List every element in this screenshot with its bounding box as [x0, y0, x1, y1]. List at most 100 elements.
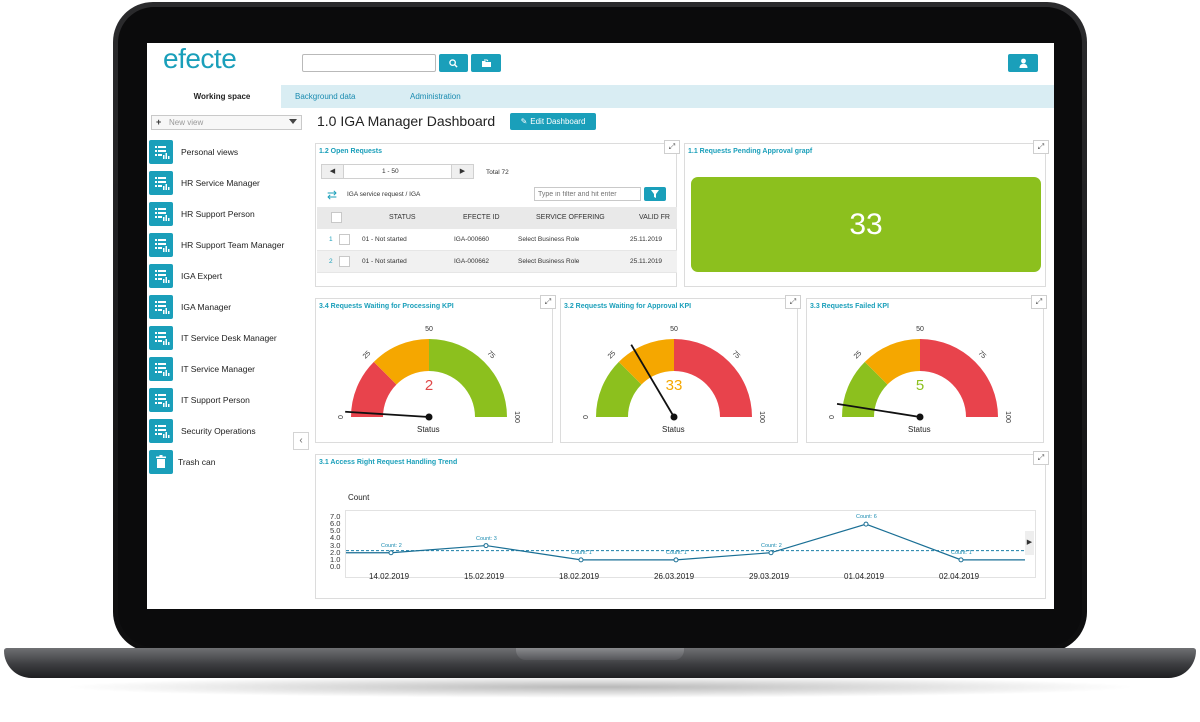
- sidebar-item-personal-views[interactable]: Personal views: [149, 140, 309, 164]
- maximize-icon[interactable]: ⤢: [1031, 295, 1047, 309]
- filter-button[interactable]: [644, 187, 666, 201]
- panel-title: 3.2 Requests Waiting for Approval KPI: [564, 303, 692, 310]
- maximize-icon[interactable]: ⤢: [664, 140, 680, 154]
- gauge-tick-label: 75: [486, 350, 497, 361]
- sidebar-item-hr-support-person[interactable]: HR Support Person: [149, 202, 309, 226]
- gauge-value: 2: [424, 377, 434, 394]
- laptop-notch: [516, 648, 684, 660]
- data-point[interactable]: [578, 557, 584, 563]
- gauge-band: [429, 339, 507, 417]
- tab-administration[interactable]: Administration: [410, 92, 461, 101]
- folder-icon: [481, 59, 491, 67]
- pending-approval-value: 33: [691, 177, 1041, 272]
- chart-scroll-right-button[interactable]: ▶: [1025, 531, 1034, 555]
- kpi-gauge-panel: 3.3 Requests Failed KPI ⤢ 0 25 50 75 100 5 Statu…: [806, 295, 1047, 443]
- sidebar-item-label: Personal views: [181, 147, 239, 157]
- y-tick-label: 0.0: [330, 562, 341, 571]
- chart-ylabel: Count: [348, 493, 370, 502]
- sidebar-item-label: IGA Manager: [181, 302, 232, 312]
- gauge-pivot: [670, 413, 678, 421]
- gauge-band: [674, 339, 752, 417]
- sidebar-item-hr-service-manager[interactable]: HR Service Manager: [149, 171, 309, 195]
- gauge-status-label: Status: [662, 425, 685, 434]
- sidebar-item-trash[interactable]: Trash can: [149, 450, 309, 474]
- data-label: Count: 2: [381, 542, 402, 549]
- gauge-tick-label: 75: [977, 350, 988, 361]
- collapse-sidebar-button[interactable]: ‹: [293, 432, 309, 450]
- cell-offering: Select Business Role: [518, 236, 580, 243]
- tab-working-space[interactable]: Working space: [163, 85, 281, 108]
- filter-input[interactable]: [534, 187, 641, 201]
- maximize-icon[interactable]: ⤢: [540, 295, 556, 309]
- x-tick-label: 01.04.2019: [844, 572, 885, 581]
- sidebar-item-label: Security Operations: [181, 426, 256, 436]
- column-header[interactable]: STATUS: [389, 214, 416, 221]
- data-point[interactable]: [958, 557, 964, 563]
- kpi-gauge-panel: 3.2 Requests Waiting for Approval KPI ⤢ 0 2…: [560, 295, 801, 443]
- data-point[interactable]: [388, 550, 394, 556]
- list-chart-icon: [149, 264, 173, 288]
- data-point[interactable]: [673, 557, 679, 563]
- data-label: Count: 3: [476, 535, 497, 542]
- cell-id: IGA-000662: [454, 258, 490, 265]
- maximize-icon[interactable]: ⤢: [1033, 451, 1049, 465]
- sidebar-item-iga-expert[interactable]: IGA Expert: [149, 264, 309, 288]
- row-checkbox[interactable]: [339, 234, 350, 245]
- cell-valid-from: 25.11.2019: [630, 236, 663, 243]
- user-button[interactable]: [1008, 54, 1038, 72]
- column-header[interactable]: EFECTE ID: [463, 214, 500, 221]
- search-button[interactable]: [439, 54, 468, 72]
- cell-id: IGA-000660: [454, 236, 490, 243]
- data-label: Count: 2: [761, 542, 782, 549]
- maximize-icon[interactable]: ⤢: [1033, 140, 1049, 154]
- data-point[interactable]: [863, 521, 869, 527]
- sidebar-item-hr-support-team-manager[interactable]: HR Support Team Manager: [149, 233, 309, 257]
- sidebar-item-it-service-manager[interactable]: IT Service Manager: [149, 357, 309, 381]
- trend-plot-area: 7.0 6.0 5.0 4.0 3.0 2.0 1.0 0.0 14.02.2019 15.02…: [330, 510, 1036, 581]
- swap-icon[interactable]: ⇄: [327, 188, 338, 202]
- quick-add-button[interactable]: [471, 54, 501, 72]
- select-all-checkbox[interactable]: [331, 212, 342, 223]
- row-number: 1: [329, 236, 333, 243]
- table-row[interactable]: 1 01 - Not started IGA-000660 Select Bus…: [317, 229, 677, 251]
- tab-background-data[interactable]: Background data: [295, 92, 356, 101]
- gauge-tick-label: 0: [338, 415, 345, 419]
- data-label: Count: 6: [856, 514, 877, 521]
- screen: efecte Working space Background data Adm…: [147, 43, 1054, 609]
- efecte-logo: efecte: [163, 43, 237, 74]
- table-row[interactable]: 2 01 - Not started IGA-000662 Select Bus…: [317, 251, 677, 273]
- new-view-select[interactable]: + New view: [151, 115, 302, 130]
- table-header: STATUS EFECTE ID SERVICE OFFERING VALID …: [317, 207, 677, 229]
- sidebar-item-security-operations[interactable]: Security Operations: [149, 419, 309, 443]
- user-icon: [1019, 58, 1027, 68]
- sidebar-item-iga-manager[interactable]: IGA Manager: [149, 295, 309, 319]
- open-requests-panel: 1.2 Open Requests ⤢ ◀ 1 - 50 ▶ Total 72 …: [315, 140, 680, 287]
- gauge-chart: 0 25 50 75 100: [829, 326, 1011, 423]
- gauge-pivot: [916, 413, 924, 421]
- edit-dashboard-button[interactable]: ✎ Edit Dashboard: [510, 113, 596, 130]
- row-number: 2: [329, 258, 333, 265]
- sidebar-item-label: HR Support Team Manager: [181, 240, 285, 250]
- search-input[interactable]: [302, 54, 436, 72]
- data-point[interactable]: [768, 550, 774, 556]
- y-tick-label: 6.0: [330, 519, 341, 529]
- prev-page-button[interactable]: ◀: [322, 165, 344, 178]
- x-tick-label: 15.02.2019: [464, 572, 505, 581]
- gauge-band: [920, 339, 998, 417]
- panel-title: 3.1 Access Right Request Handling Trend: [319, 459, 458, 466]
- sidebar-item-it-support-person[interactable]: IT Support Person: [149, 388, 309, 412]
- row-checkbox[interactable]: [339, 256, 350, 267]
- kpi-gauge-panel: 3.4 Requests Waiting for Processing KPI ⤢…: [315, 295, 556, 443]
- gauge-chart: 0 25 50 75 100: [338, 326, 520, 423]
- gauge-band: [842, 361, 888, 417]
- sidebar-item-it-service-desk-manager[interactable]: IT Service Desk Manager: [149, 326, 309, 350]
- data-point[interactable]: [483, 543, 489, 549]
- gauge-status-label: Status: [908, 425, 931, 434]
- maximize-icon[interactable]: ⤢: [785, 295, 801, 309]
- column-header[interactable]: SERVICE OFFERING: [536, 214, 605, 221]
- y-tick-label: 5.0: [330, 526, 341, 536]
- page-title: 1.0 IGA Manager Dashboard: [317, 113, 496, 129]
- sidebar-item-label: IT Service Manager: [181, 364, 256, 374]
- column-header[interactable]: VALID FR: [639, 214, 670, 221]
- next-page-button[interactable]: ▶: [451, 165, 473, 178]
